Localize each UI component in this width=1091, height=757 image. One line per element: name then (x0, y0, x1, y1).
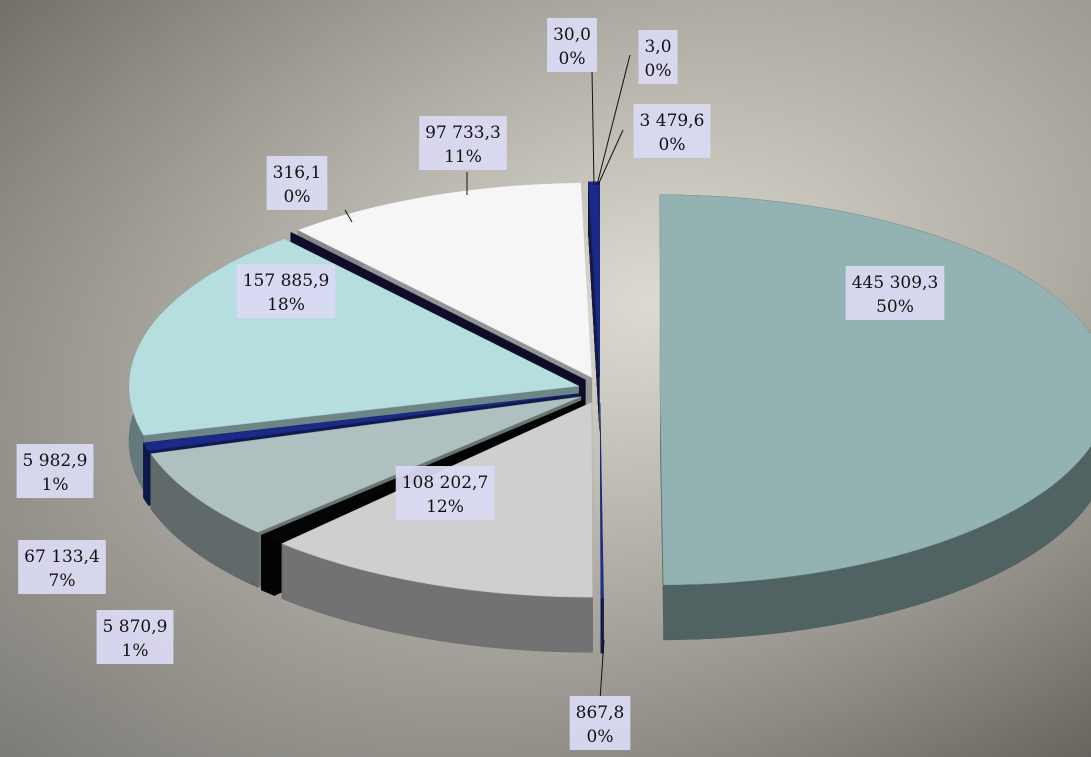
value-label: 5 982,9 (23, 451, 88, 471)
label-box (18, 540, 106, 594)
value-label: 867,8 (576, 703, 625, 723)
value-label: 316,1 (273, 163, 322, 183)
pie-slice (297, 182, 593, 379)
percent-label: 12% (426, 497, 464, 517)
value-label: 30,0 (553, 25, 591, 45)
slice-wall (261, 534, 275, 597)
label-box (236, 264, 336, 318)
label-box (547, 18, 597, 72)
percent-label: 0% (587, 727, 614, 747)
value-label: 445 309,3 (852, 273, 939, 293)
value-label: 3,0 (644, 37, 671, 57)
percent-label: 0% (284, 187, 311, 207)
percent-label: 11% (444, 147, 482, 167)
leader-line (596, 54, 631, 186)
percent-label: 50% (876, 297, 914, 317)
percent-label: 1% (122, 641, 149, 661)
label-box (845, 266, 945, 320)
leader-line (591, 69, 595, 186)
value-label: 157 885,9 (243, 271, 330, 291)
data-labels: 445 309,3 50% 867,8 0% 108 202,7 12% 5 870,9 1%… (16, 18, 945, 750)
pie-slice (150, 396, 582, 533)
percent-label: 0% (659, 135, 686, 155)
label-box (638, 30, 678, 84)
slice-side (659, 389, 664, 640)
slice-wall (143, 441, 149, 507)
label-box (569, 696, 631, 750)
label-box (419, 116, 507, 170)
slice-side (588, 181, 600, 432)
percent-label: 0% (559, 49, 586, 69)
label-box (633, 104, 711, 158)
pie-slice (659, 194, 1091, 586)
value-label: 5 870,9 (103, 617, 168, 637)
label-box (96, 610, 174, 664)
label-box (395, 466, 495, 520)
value-label: 108 202,7 (402, 473, 489, 493)
label-box (266, 156, 328, 210)
percent-label: 7% (49, 571, 76, 591)
pie-slice (588, 181, 600, 377)
percent-label: 0% (645, 61, 672, 81)
percent-label: 1% (42, 475, 69, 495)
pie-slice (142, 393, 579, 451)
leader-line (599, 639, 605, 701)
value-label: 3 479,6 (640, 111, 705, 131)
leader-line (344, 209, 353, 223)
pie-slice (599, 403, 604, 599)
percent-label: 18% (267, 295, 305, 315)
value-label: 67 133,4 (24, 547, 100, 567)
leader-line (597, 129, 624, 186)
label-box (16, 444, 94, 498)
pie-slice (290, 232, 586, 381)
value-label: 97 733,3 (425, 123, 501, 143)
